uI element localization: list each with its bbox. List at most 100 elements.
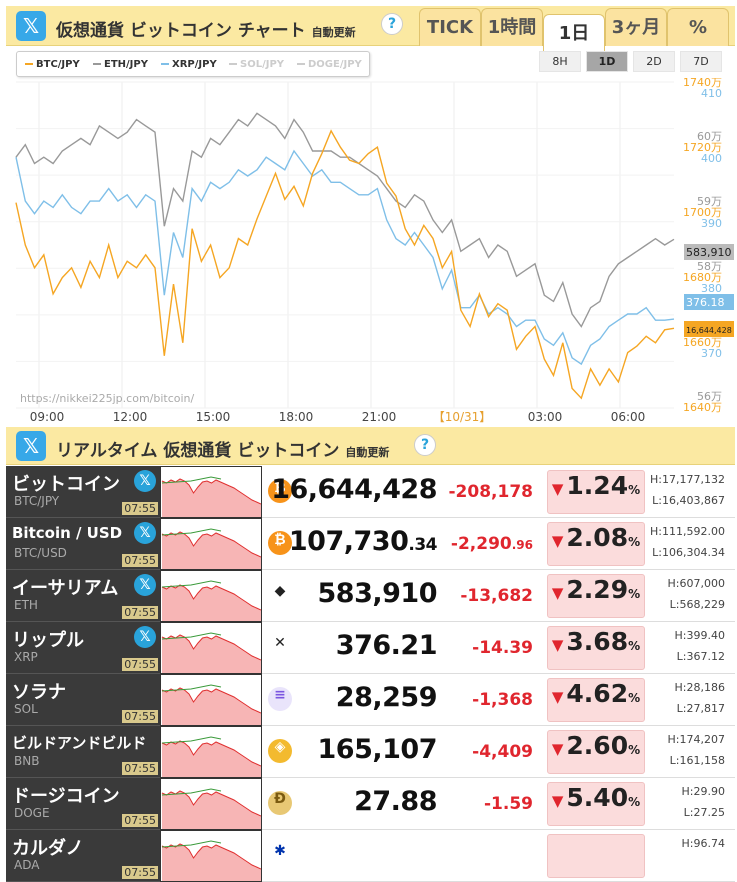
legend-sol[interactable]: SOL/JPY bbox=[229, 59, 284, 70]
btc-last-value-bg bbox=[684, 321, 734, 337]
auto-update-label: 自動更新 bbox=[311, 26, 356, 39]
coin-name-cell[interactable]: ソラナ SOL 07:55 bbox=[6, 674, 160, 726]
sparkline-up-line bbox=[161, 684, 222, 692]
table-row[interactable]: カルダノ ADA 07:55 ✱ H:96.74 bbox=[6, 830, 735, 882]
range-2d[interactable]: 2D bbox=[633, 51, 675, 72]
legend-btc[interactable]: BTC/JPY bbox=[25, 59, 80, 70]
coin-symbol: DOGE bbox=[14, 806, 50, 820]
coin-price: 376.21 bbox=[335, 630, 438, 661]
sparkline-chart[interactable] bbox=[160, 570, 262, 622]
tab-3months[interactable]: 3ヶ月 bbox=[605, 8, 667, 46]
price-change: -4,409 bbox=[472, 742, 533, 762]
coin-name-cell[interactable]: カルダノ ADA 07:55 bbox=[6, 830, 160, 882]
x-share-icon[interactable]: 𝕏 bbox=[134, 574, 156, 596]
sparkline-line bbox=[161, 790, 261, 817]
day-low: L:27,817 bbox=[676, 702, 725, 715]
tab-percent[interactable]: % bbox=[667, 8, 729, 46]
day-low: L:367.12 bbox=[676, 650, 725, 663]
tab-1day[interactable]: 1日 bbox=[543, 14, 605, 52]
coin-price: 107,730.34 bbox=[288, 526, 438, 557]
doge-icon: Ð bbox=[268, 791, 292, 815]
sparkline-chart[interactable] bbox=[160, 674, 262, 726]
legend-eth[interactable]: ETH/JPY bbox=[93, 59, 148, 70]
range-1d[interactable]: 1D bbox=[586, 51, 628, 72]
down-arrow-icon: ▼ bbox=[551, 636, 564, 654]
sparkline-chart[interactable] bbox=[160, 518, 262, 570]
sparkline-chart[interactable] bbox=[160, 830, 262, 882]
sparkline-area bbox=[162, 532, 261, 569]
update-time: 07:55 bbox=[122, 710, 158, 723]
percent-change-badge: ▼ 5.40% bbox=[547, 782, 645, 826]
range-8h[interactable]: 8H bbox=[539, 51, 581, 72]
table-row[interactable]: リップル XRP 𝕏 07:55 ✕ 376.21 -14.39 ▼ 3.68% H:399.40… bbox=[6, 622, 735, 674]
sparkline-chart[interactable] bbox=[160, 778, 262, 830]
legend-doge[interactable]: DOGE/JPY bbox=[297, 59, 362, 70]
sparkline-area bbox=[162, 688, 261, 725]
legend-xrp[interactable]: XRP/JPY bbox=[161, 59, 217, 70]
x-tick-label: 03:00 bbox=[528, 410, 563, 423]
x-share-icon[interactable]: 𝕏 bbox=[16, 11, 46, 41]
coin-name-cell[interactable]: イーサリアム ETH 𝕏 07:55 bbox=[6, 570, 160, 622]
table-row[interactable]: イーサリアム ETH 𝕏 07:55 ◆ 583,910 -13,682 ▼ 2.29% H:60… bbox=[6, 570, 735, 622]
help-icon[interactable]: ? bbox=[381, 13, 403, 35]
eth-axis-label: 59万 bbox=[697, 195, 722, 208]
cardano-icon: ✱ bbox=[268, 843, 292, 867]
bitcoin-icon: ₿ bbox=[268, 479, 292, 503]
legend-xrp-swatch bbox=[161, 63, 169, 65]
coin-name-cell[interactable]: ビットコイン BTC/JPY 𝕏 07:55 bbox=[6, 466, 160, 518]
btc-axis-label: 1740万 bbox=[683, 78, 722, 89]
coin-name: ビットコイン bbox=[12, 474, 120, 495]
sparkline-area bbox=[162, 791, 261, 829]
bitcoin-icon: ₿ bbox=[268, 531, 292, 555]
chart-legend: BTC/JPY ETH/JPY XRP/JPY SOL/JPY DOGE/JPY bbox=[16, 51, 370, 77]
sparkline-up-line bbox=[161, 632, 222, 640]
price-change: -1.59 bbox=[484, 794, 533, 814]
sparkline-chart[interactable] bbox=[160, 726, 262, 778]
coin-name-cell[interactable]: ドージコイン DOGE 07:55 bbox=[6, 778, 160, 830]
sparkline-chart[interactable] bbox=[160, 622, 262, 674]
coin-name-cell[interactable]: Bitcoin / USD BTC/USD 𝕏 07:55 bbox=[6, 518, 160, 570]
down-arrow-icon: ▼ bbox=[551, 792, 564, 810]
percent-change-badge: ▼ 4.62% bbox=[547, 678, 645, 722]
table-row[interactable]: ソラナ SOL 07:55 ≡ 28,259 -1,368 ▼ 4.62% H:28,186 L:… bbox=[6, 674, 735, 726]
table-row[interactable]: Bitcoin / USD BTC/USD 𝕏 07:55 ₿ 107,730.34 -2,… bbox=[6, 518, 735, 570]
xrp-axis-label: 370 bbox=[701, 347, 722, 360]
help-icon[interactable]: ? bbox=[414, 434, 436, 456]
day-low: L:27.25 bbox=[683, 806, 725, 819]
coin-name-cell[interactable]: ビルドアンドビルド BNB 07:55 bbox=[6, 726, 160, 778]
percent-change-badge: ▼ 1.24% bbox=[547, 470, 645, 514]
x-share-icon[interactable]: 𝕏 bbox=[16, 431, 46, 461]
day-low: L:16,403,867 bbox=[652, 494, 725, 507]
coin-name: ドージコイン bbox=[12, 786, 120, 807]
sparkline-area bbox=[162, 844, 261, 881]
sparkline-chart[interactable] bbox=[160, 466, 262, 518]
tab-tick[interactable]: TICK bbox=[419, 8, 481, 46]
coin-price: 583,910 bbox=[317, 578, 438, 609]
coin-symbol: BTC/JPY bbox=[14, 494, 60, 508]
btc-axis-label: 1640万 bbox=[683, 401, 722, 414]
legend-eth-swatch bbox=[93, 63, 101, 65]
btc-axis-label: 1700万 bbox=[683, 206, 722, 219]
x-share-icon[interactable]: 𝕏 bbox=[134, 470, 156, 492]
table-row[interactable]: ビルドアンドビルド BNB 07:55 ◈ 165,107 -4,409 ▼ 2.60% H:1… bbox=[6, 726, 735, 778]
eth-axis-label: 60万 bbox=[697, 130, 722, 143]
btc-last-value: 16,644,428 bbox=[686, 326, 732, 335]
day-high: H:96.74 bbox=[681, 837, 725, 850]
range-7d[interactable]: 7D bbox=[680, 51, 722, 72]
series-line-btc-jpy bbox=[15, 129, 675, 400]
xrp-axis-label: 410 bbox=[701, 87, 722, 100]
coin-symbol: ETH bbox=[14, 598, 38, 612]
table-row[interactable]: ドージコイン DOGE 07:55 Ð 27.88 -1.59 ▼ 5.40% H:29.90 L… bbox=[6, 778, 735, 830]
coin-name-cell[interactable]: リップル XRP 𝕏 07:55 bbox=[6, 622, 160, 674]
price-change: -14.39 bbox=[472, 638, 533, 658]
tab-1hour[interactable]: 1時間 bbox=[481, 8, 543, 46]
price-change: -208,178 bbox=[448, 482, 534, 502]
x-share-icon[interactable]: 𝕏 bbox=[134, 522, 156, 544]
x-tick-label: 18:00 bbox=[279, 410, 314, 423]
coin-name: リップル bbox=[12, 630, 84, 651]
xrp-axis-label: 400 bbox=[701, 152, 722, 165]
coin-symbol: XRP bbox=[14, 650, 38, 664]
x-share-icon[interactable]: 𝕏 bbox=[134, 626, 156, 648]
table-row[interactable]: ビットコイン BTC/JPY 𝕏 07:55 ₿ 16,644,428 -208,178 ▼ 1… bbox=[6, 466, 735, 518]
down-arrow-icon: ▼ bbox=[551, 532, 564, 550]
